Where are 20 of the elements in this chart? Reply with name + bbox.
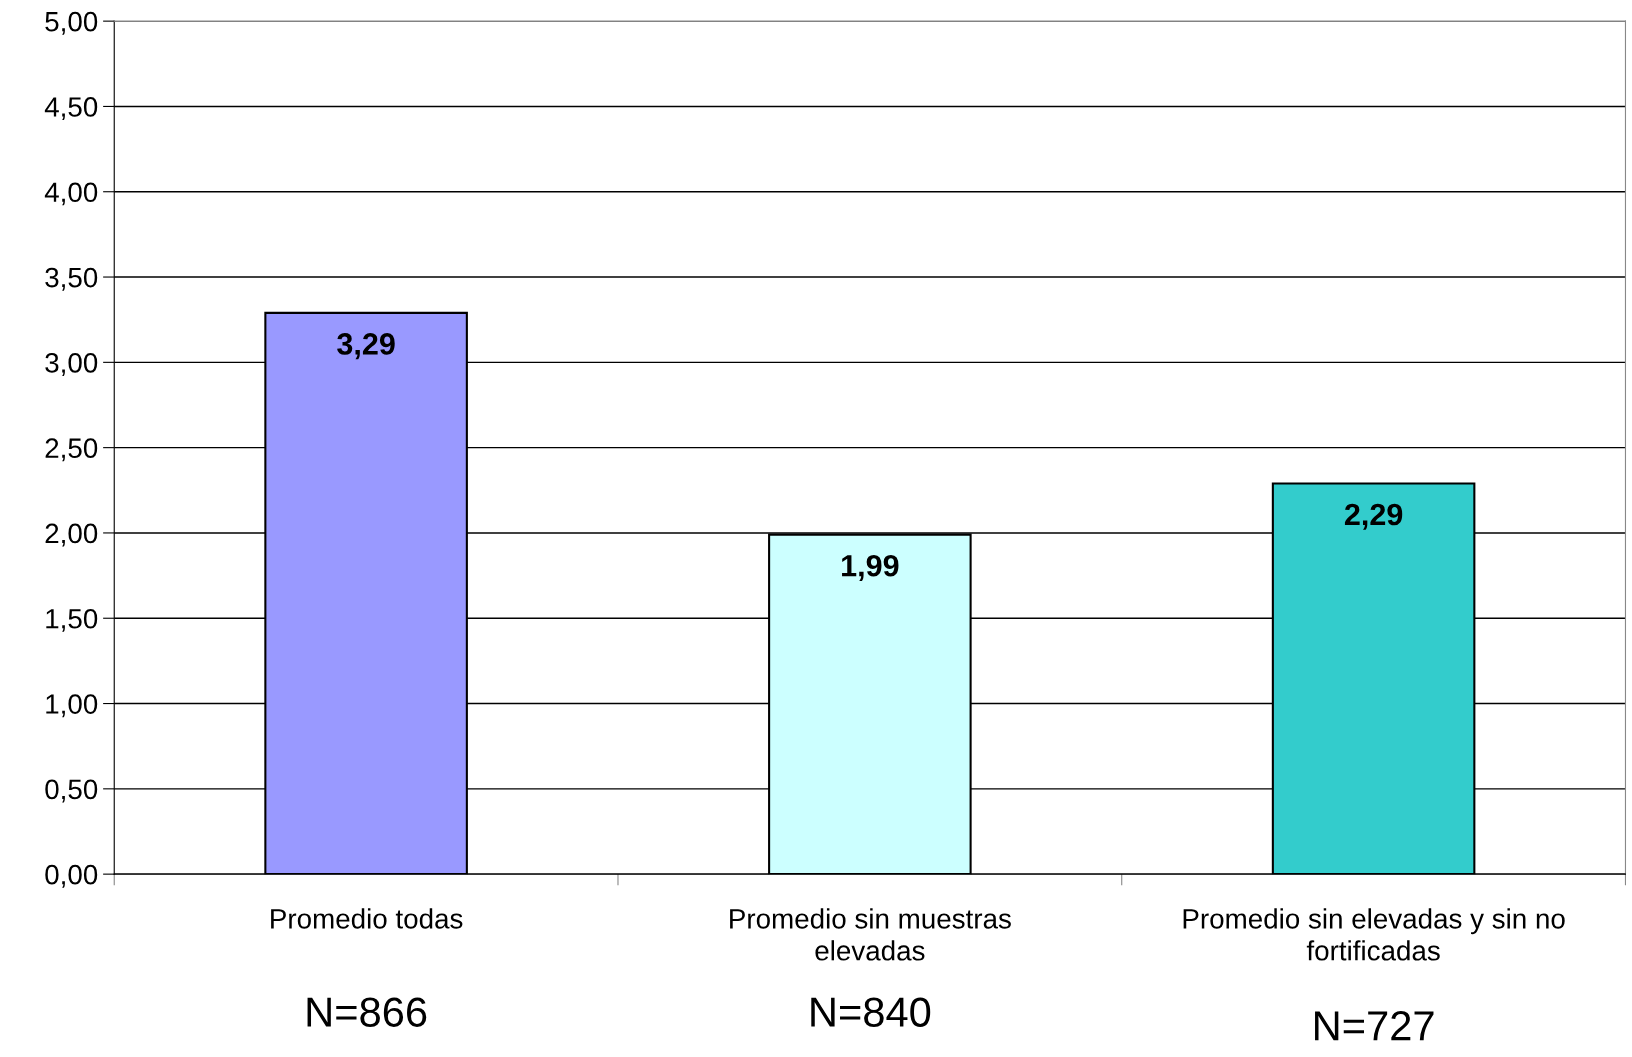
text: N=840	[811, 997, 931, 1027]
y-tick-label: 4,50	[44, 97, 98, 121]
data-label: 3,29	[337, 333, 395, 360]
y-tick-label: 5,00	[45, 11, 98, 35]
y-tick-label: 0,00	[45, 864, 98, 888]
data-label: 2,29	[1344, 503, 1403, 530]
y-tick-label: 2,00	[45, 523, 98, 547]
y-tick-label: 0,50	[45, 779, 98, 803]
text: N=727	[1315, 1011, 1434, 1041]
x-tick-label: Promedio todas	[271, 908, 463, 929]
y-tick-label: 4,00	[44, 182, 98, 206]
data-label: 1,99	[842, 554, 899, 581]
y-tick-label: 1,50	[46, 608, 98, 632]
y-tick-label: 3,50	[45, 267, 98, 291]
y-tick-label: 3,00	[45, 353, 98, 376]
x-tick-label: Promedio sin muestras elevadas	[730, 908, 1011, 961]
text: N=866	[307, 997, 427, 1027]
y-tick-label: 2,50	[45, 438, 98, 462]
x-tick-label: Promedio sin elevadas y sin no fortificadas	[1183, 908, 1565, 961]
y-tick-label: 1,00	[46, 694, 98, 718]
